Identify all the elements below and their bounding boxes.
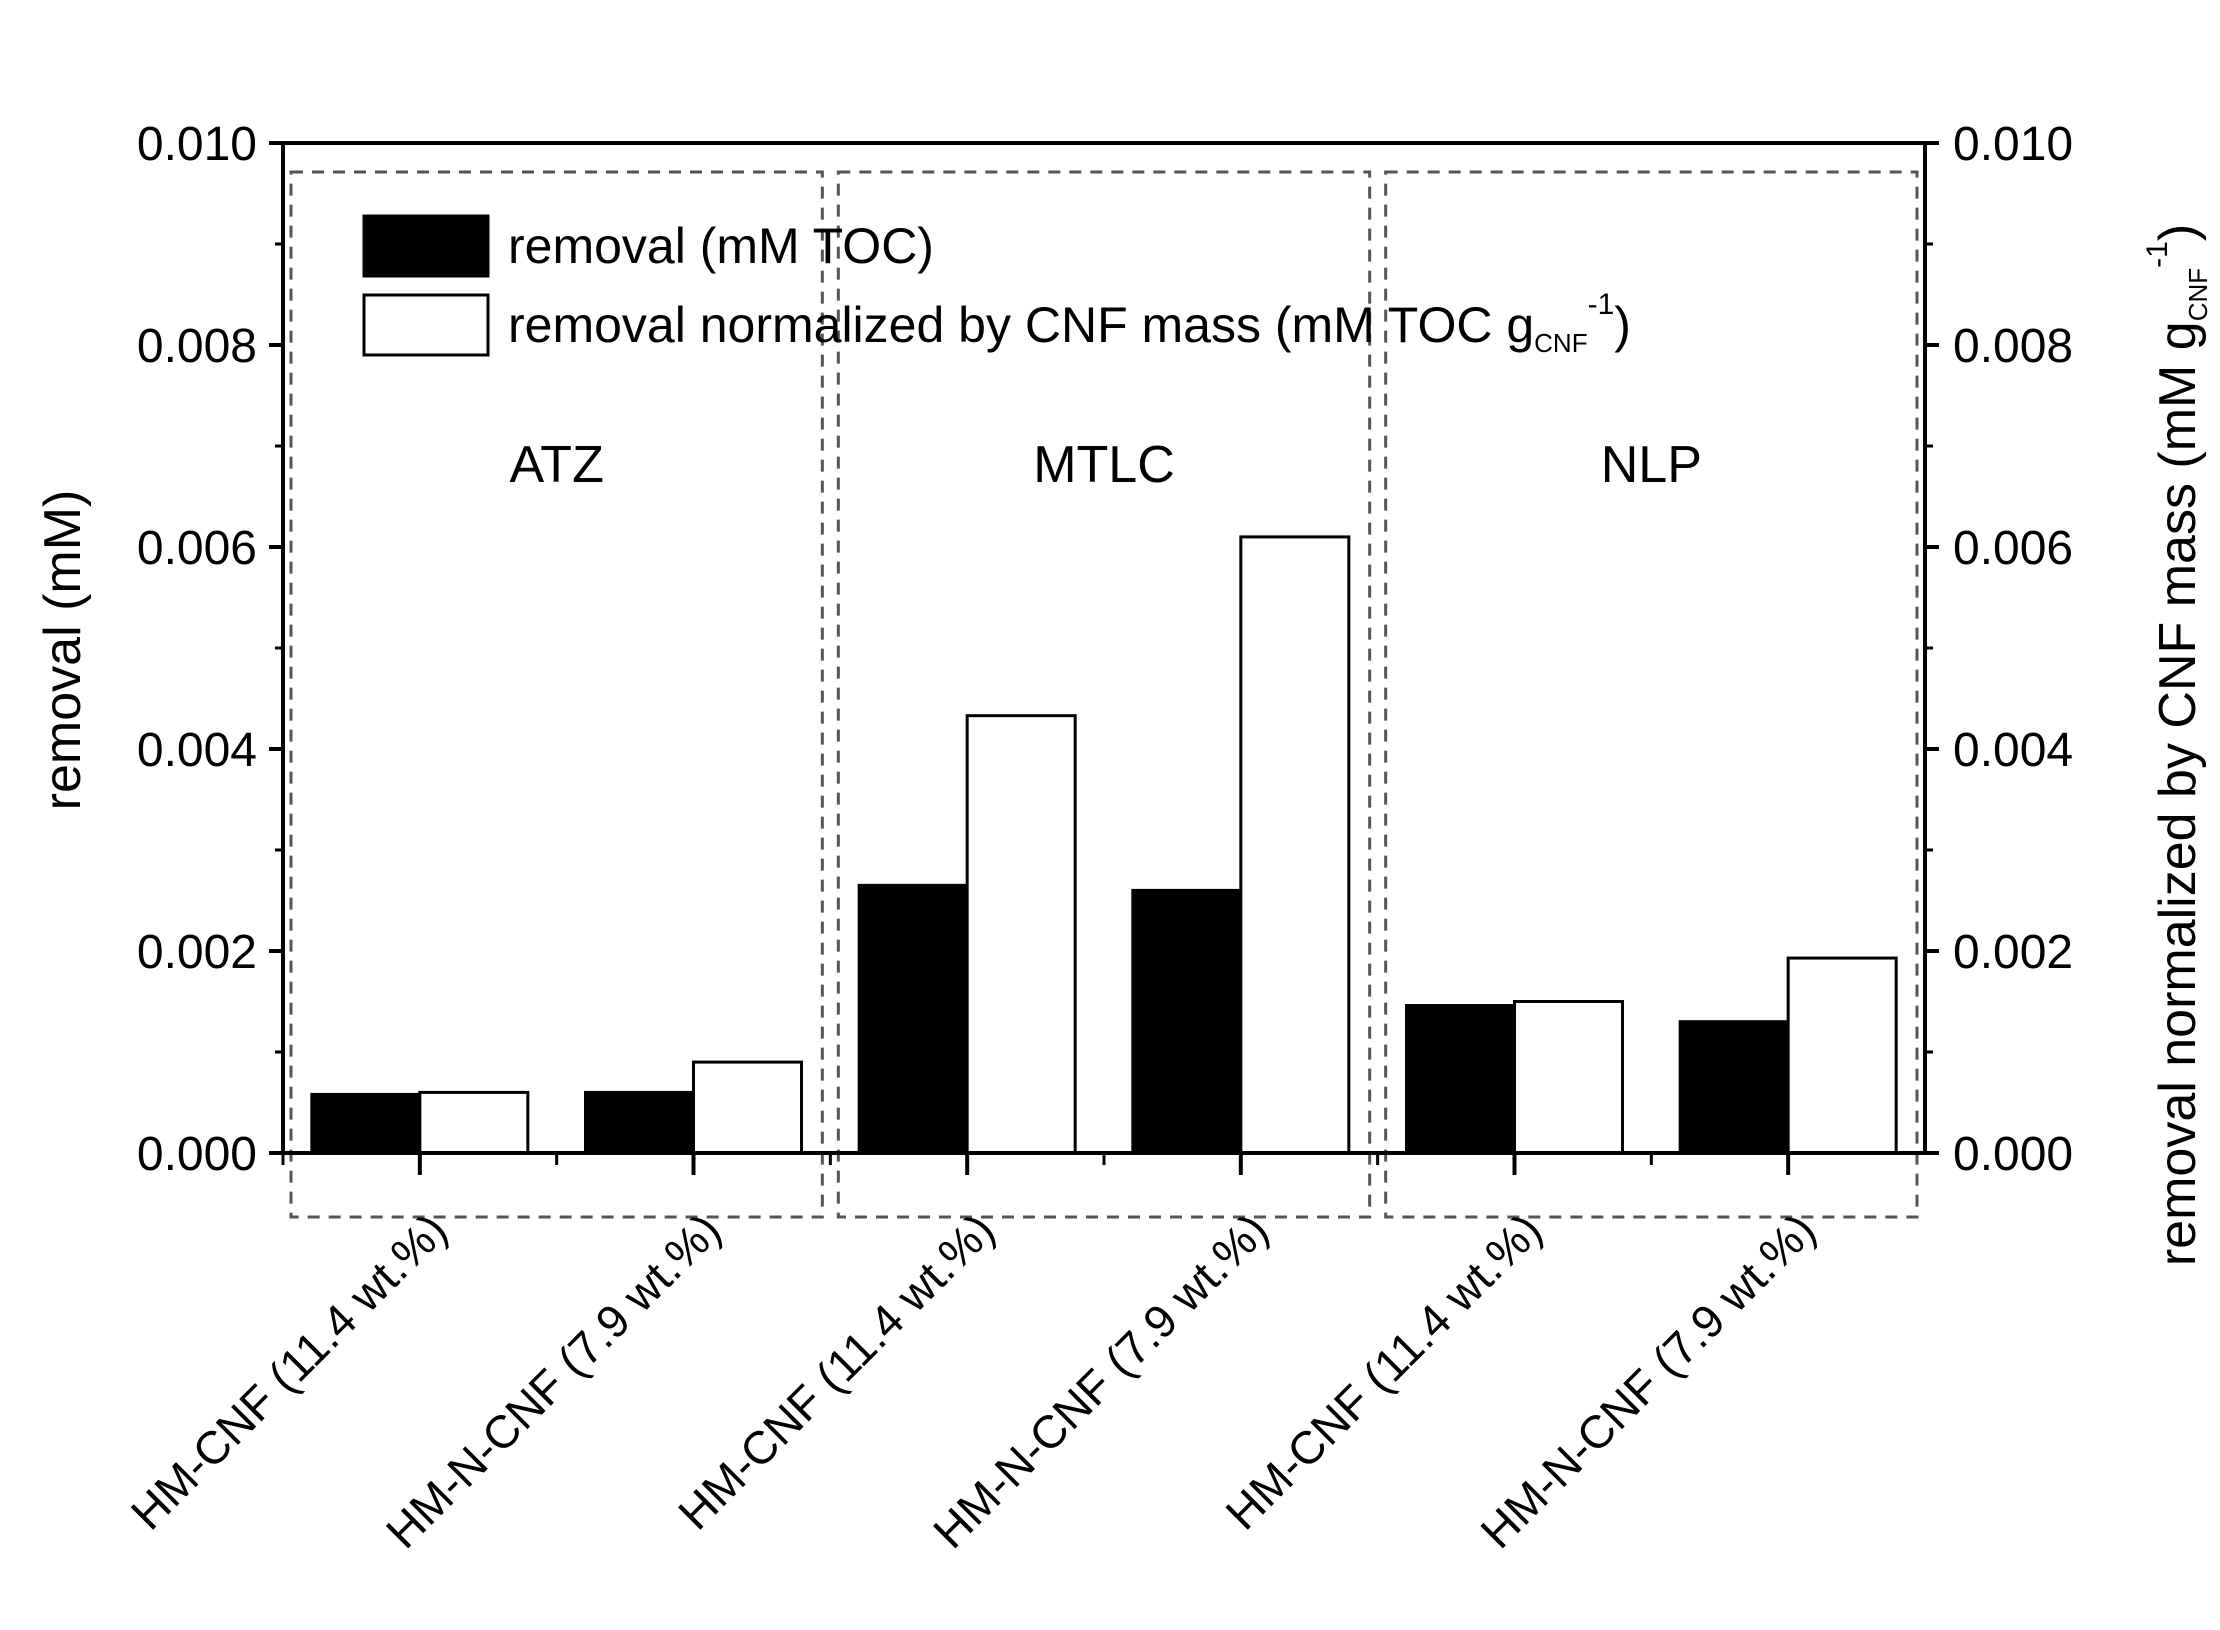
bar-normalized-3 [1239, 535, 1351, 1155]
group-label-atz: ATZ [509, 436, 603, 494]
tick-label-left: 0.010 [137, 118, 257, 171]
legend-label-normalized-sub: CNF [1534, 328, 1587, 358]
tick-label-right: 0.002 [1953, 926, 2073, 979]
group-box-atz [289, 170, 824, 1219]
plot-frame [281, 141, 1927, 1155]
group-label-nlp: NLP [1601, 436, 1702, 494]
tick-label-right: 0.010 [1953, 118, 2073, 171]
bar-removal-2 [857, 883, 969, 1155]
tick-label-right: 0.004 [1953, 724, 2073, 777]
category-label-0: HM-CNF (11.4 wt.%) [121, 1203, 457, 1539]
legend-swatch-normalized [362, 293, 490, 357]
group-box-mtlc [836, 170, 1372, 1219]
category-label-4: HM-CNF (11.4 wt.%) [1215, 1203, 1551, 1539]
group-labels: ATZ MTLC NLP [509, 436, 1701, 494]
tick-label-right: 0.000 [1953, 1128, 2073, 1181]
legend-label-normalized-main: removal normalized by CNF mass (mM TOC g [508, 297, 1534, 353]
legend: removal (mM TOC) removal normalized by C… [362, 214, 1631, 358]
category-labels: HM-CNF (11.4 wt.%)HM-N-CNF (7.9 wt.%)HM-… [121, 1203, 1825, 1558]
bar-normalized-1 [692, 1060, 803, 1155]
y-axis-title-right-close: ) [2149, 224, 2207, 241]
y-axis-title-right-sup: -1 [2141, 241, 2174, 268]
y-axis-title-right-sub: CNF [2183, 268, 2213, 321]
tick-label-right: 0.006 [1953, 522, 2073, 575]
tick-label-left: 0.008 [137, 320, 257, 373]
tick-label-left: 0.000 [137, 1128, 257, 1181]
bar-removal-3 [1131, 888, 1243, 1155]
tick-label-right: 0.008 [1953, 320, 2073, 373]
legend-label-normalized-sup: -1 [1588, 288, 1615, 321]
tick-label-left: 0.002 [137, 926, 257, 979]
bar-removal-4 [1405, 1004, 1516, 1155]
axes [281, 141, 1927, 1155]
bars [310, 535, 1898, 1155]
legend-label-normalized: removal normalized by CNF mass (mM TOC g… [508, 288, 1631, 358]
bar-normalized-4 [1513, 1000, 1624, 1155]
legend-swatch-removal [362, 214, 490, 278]
ticks: 0.000 0.000 0.002 0.002 0.004 0.004 0.006 0.006… [137, 118, 2073, 1181]
bar-removal-0 [310, 1092, 422, 1155]
legend-label-removal: removal (mM TOC) [508, 218, 934, 274]
bar-normalized-5 [1786, 956, 1898, 1155]
legend-label-normalized-close: ) [1614, 297, 1631, 353]
bar-normalized-2 [965, 714, 1077, 1155]
y-axis-title-left: removal (mM) [34, 490, 92, 811]
group-label-mtlc: MTLC [1033, 436, 1175, 494]
group-box-nlp [1384, 170, 1919, 1219]
y-axis-title-right-main: removal normalized by CNF mass (mM g [2149, 321, 2207, 1266]
tick-label-left: 0.004 [137, 724, 257, 777]
bar-normalized-0 [418, 1090, 530, 1155]
tick-label-left: 0.006 [137, 522, 257, 575]
bar-removal-5 [1678, 1020, 1790, 1155]
bar-removal-1 [584, 1090, 695, 1155]
category-label-2: HM-CNF (11.4 wt.%) [668, 1203, 1004, 1539]
group-boxes [289, 170, 1919, 1219]
y-axis-title-right: removal normalized by CNF mass (mM gCNF-… [2141, 224, 2213, 1266]
